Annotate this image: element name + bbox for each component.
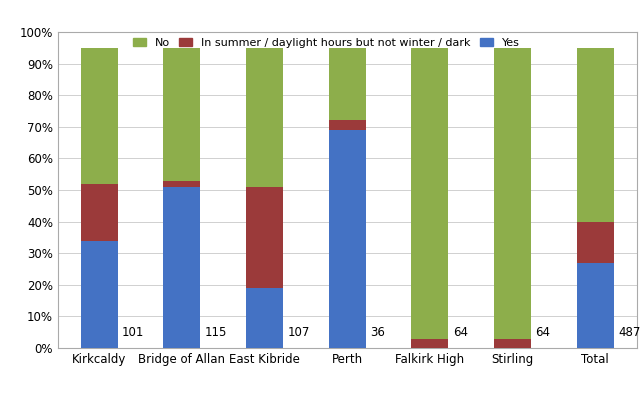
Bar: [577, 48, 614, 222]
Bar: [577, 222, 614, 263]
Text: 107: 107: [287, 326, 310, 338]
Bar: [80, 184, 118, 240]
Bar: [329, 130, 366, 348]
Bar: [329, 48, 366, 120]
Bar: [246, 48, 283, 187]
Bar: [577, 263, 614, 348]
Bar: [329, 120, 366, 130]
Text: 101: 101: [122, 326, 144, 338]
Text: 487: 487: [618, 326, 640, 338]
Bar: [494, 338, 531, 348]
Bar: [163, 180, 201, 187]
Bar: [246, 187, 283, 288]
Text: 36: 36: [370, 326, 385, 338]
Bar: [163, 48, 201, 180]
Text: 64: 64: [535, 326, 550, 338]
Text: 115: 115: [204, 326, 227, 338]
Bar: [412, 48, 449, 338]
Bar: [163, 187, 201, 348]
Text: 64: 64: [453, 326, 467, 338]
Bar: [412, 338, 449, 348]
Bar: [246, 288, 283, 348]
Bar: [494, 48, 531, 338]
Bar: [80, 240, 118, 348]
Legend: No, In summer / daylight hours but not winter / dark, Yes: No, In summer / daylight hours but not w…: [133, 38, 520, 48]
Bar: [80, 48, 118, 184]
